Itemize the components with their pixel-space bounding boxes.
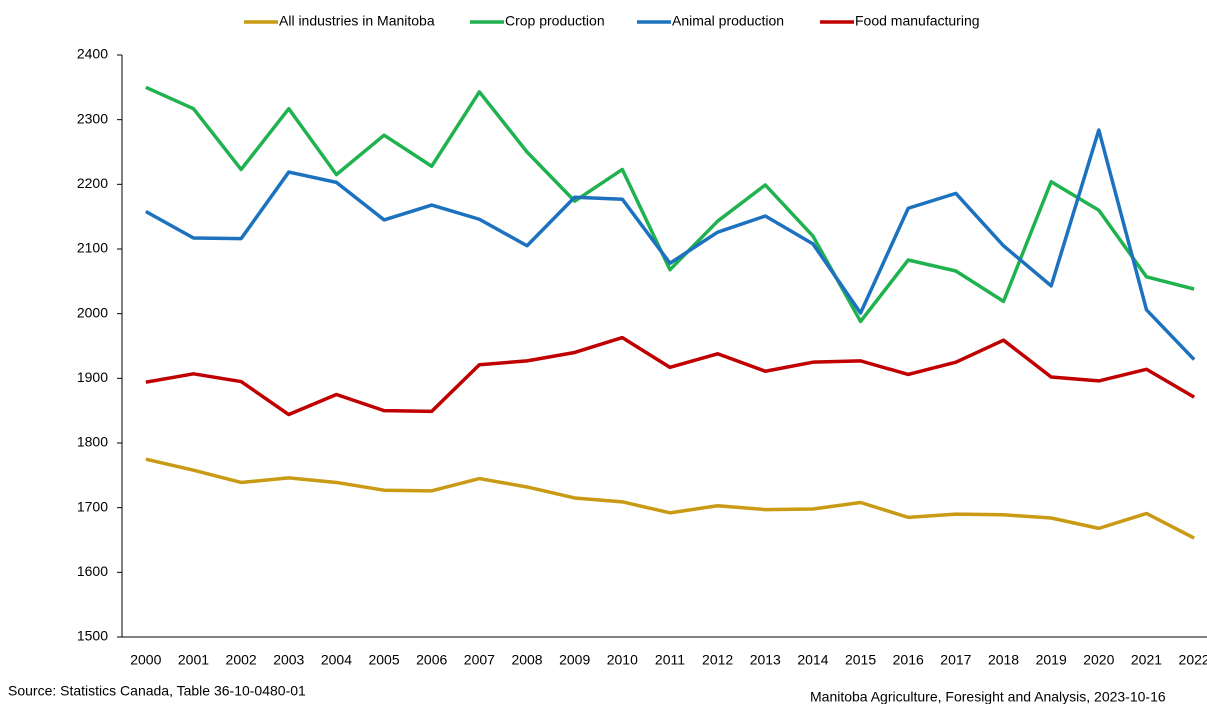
- legend-label: Animal production: [672, 13, 784, 29]
- legend-label: Food manufacturing: [855, 13, 980, 29]
- y-tick-label: 2100: [77, 240, 108, 256]
- x-tick-label: 2000: [130, 652, 161, 668]
- x-tick-label: 2013: [750, 652, 781, 668]
- y-tick-label: 1600: [77, 563, 108, 579]
- x-tick-label: 2006: [416, 652, 447, 668]
- legend-label: All industries in Manitoba: [279, 13, 435, 29]
- x-tick-label: 2021: [1131, 652, 1162, 668]
- x-tick-label: 2011: [655, 652, 685, 668]
- x-tick-label: 2015: [845, 652, 876, 668]
- x-tick-label: 2020: [1083, 652, 1114, 668]
- x-tick-label: 2017: [940, 652, 971, 668]
- series-line: [145, 335, 1196, 417]
- x-tick-label: 2018: [988, 652, 1019, 668]
- x-tick-label: 2014: [797, 652, 828, 668]
- x-tick-label: 2001: [178, 652, 209, 668]
- x-tick-label: 2009: [559, 652, 590, 668]
- x-tick-label: 2003: [273, 652, 304, 668]
- y-tick-label: 2200: [77, 175, 108, 191]
- y-tick-label: 1700: [77, 498, 108, 514]
- legend-label: Crop production: [505, 13, 605, 29]
- y-tick-label: 1500: [77, 628, 108, 644]
- x-tick-label: 2008: [511, 652, 542, 668]
- x-tick-label: 2016: [893, 652, 924, 668]
- source-note: Source: Statistics Canada, Table 36-10-0…: [8, 683, 306, 699]
- y-tick-label: 1900: [77, 369, 108, 385]
- x-tick-label: 2002: [226, 652, 257, 668]
- y-tick-label: 2300: [77, 110, 108, 126]
- series-line: [145, 457, 1195, 540]
- x-tick-label: 2004: [321, 652, 352, 668]
- x-tick-label: 2012: [702, 652, 733, 668]
- y-tick-label: 2000: [77, 304, 108, 320]
- x-tick-label: 2010: [607, 652, 638, 668]
- credit-note: Manitoba Agriculture, Foresight and Anal…: [810, 689, 1166, 704]
- y-tick-label: 1800: [77, 434, 108, 450]
- x-tick-label: 2019: [1036, 652, 1067, 668]
- y-tick-label: 2400: [77, 46, 108, 62]
- x-tick-label: 2007: [464, 652, 495, 668]
- x-tick-label: 2005: [368, 652, 399, 668]
- series-line: [144, 128, 1196, 361]
- x-tick-label: 2022: [1179, 652, 1207, 668]
- series-line: [145, 85, 1195, 324]
